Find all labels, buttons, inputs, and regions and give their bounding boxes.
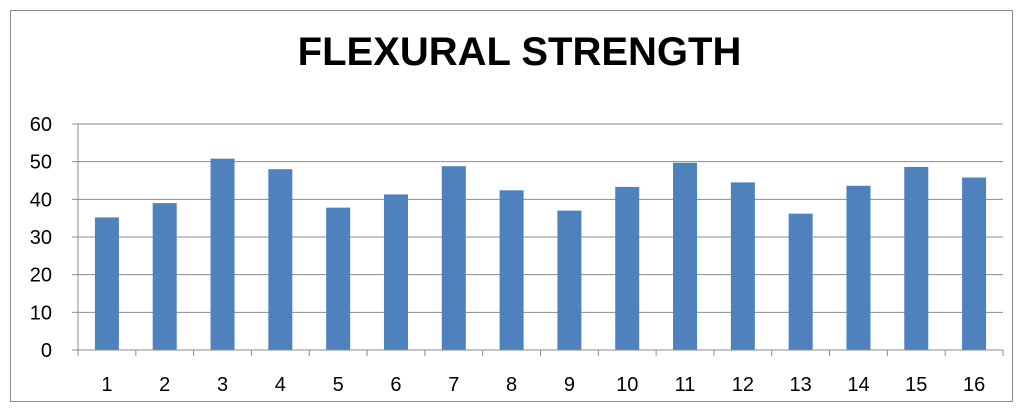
bar-5 <box>326 207 351 350</box>
y-tick-label-30: 30 <box>30 227 52 249</box>
x-tick-label-1: 1 <box>101 374 112 396</box>
x-tick-label-6: 6 <box>390 374 401 396</box>
chart-title: FLEXURAL STRENGTH <box>297 30 742 74</box>
bar-6 <box>383 194 408 350</box>
bar-16 <box>962 177 987 350</box>
bar-11 <box>673 162 698 350</box>
x-tick-label-10: 10 <box>616 374 638 396</box>
bar-3 <box>210 158 235 350</box>
bar-15 <box>904 166 929 350</box>
bar-12 <box>730 182 755 350</box>
y-tick-label-10: 10 <box>30 302 52 324</box>
x-tick-label-4: 4 <box>275 374 286 396</box>
x-tick-label-13: 13 <box>790 374 812 396</box>
bars <box>94 158 987 350</box>
bar-8 <box>499 190 524 350</box>
x-tick-label-12: 12 <box>732 374 754 396</box>
y-tick-label-60: 60 <box>30 114 52 136</box>
x-tick-label-8: 8 <box>506 374 517 396</box>
axes <box>72 123 1004 356</box>
x-tick-label-14: 14 <box>847 374 869 396</box>
bar-1 <box>94 217 119 350</box>
x-tick-label-9: 9 <box>564 374 575 396</box>
x-tick-label-11: 11 <box>675 374 696 396</box>
y-tick-label-20: 20 <box>30 265 52 287</box>
x-tick-label-5: 5 <box>333 374 344 396</box>
x-tick-labels: 1 2 3 4 5 6 7 8 9 10 11 12 13 14 15 16 <box>101 374 985 396</box>
x-tick-label-3: 3 <box>217 374 228 396</box>
x-tick-label-2: 2 <box>159 374 170 396</box>
x-tick-label-7: 7 <box>448 374 459 396</box>
y-tick-label-0: 0 <box>41 340 52 362</box>
bar-2 <box>152 203 177 350</box>
y-tick-label-50: 50 <box>30 152 52 174</box>
y-tick-label-40: 40 <box>30 189 52 211</box>
y-tick-labels: 0 10 20 30 40 50 60 <box>30 114 52 362</box>
bar-14 <box>846 185 871 350</box>
bar-9 <box>557 210 582 350</box>
x-tick-label-16: 16 <box>963 374 985 396</box>
bar-7 <box>441 166 466 350</box>
bar-13 <box>788 213 813 350</box>
bar-10 <box>615 186 640 350</box>
bar-4 <box>268 169 293 350</box>
x-tick-label-15: 15 <box>905 374 927 396</box>
